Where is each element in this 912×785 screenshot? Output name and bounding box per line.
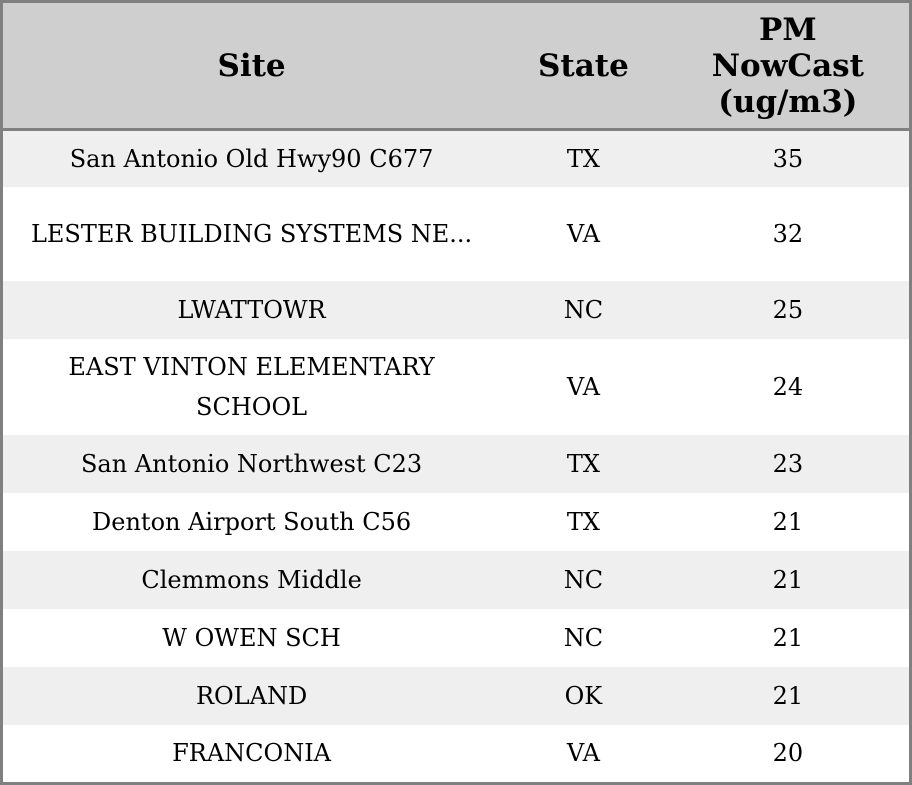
cell-pm: 35: [666, 129, 911, 187]
cell-state: NC: [500, 281, 667, 339]
cell-site: Denton Airport South C56: [1, 493, 501, 551]
cell-state: TX: [500, 129, 667, 187]
cell-state: VA: [500, 725, 667, 783]
cell-site: FRANCONIA: [1, 725, 501, 783]
header-pm-line: (ug/m3): [718, 83, 858, 120]
cell-site: ROLAND: [1, 667, 501, 725]
table-row: Denton Airport South C56 TX 21: [1, 493, 911, 551]
cell-state: VA: [500, 339, 667, 435]
cell-pm: 32: [666, 187, 911, 281]
header-pm-line: NowCast: [711, 47, 864, 84]
table-row: EAST VINTON ELEMENTARY SCHOOL VA 24: [1, 339, 911, 435]
table-row: W OWEN SCH NC 21: [1, 609, 911, 667]
table-row: Clemmons Middle NC 21: [1, 551, 911, 609]
table-row: ROLAND OK 21: [1, 667, 911, 725]
cell-pm: 24: [666, 339, 911, 435]
cell-site: W OWEN SCH: [1, 609, 501, 667]
cell-site: San Antonio Old Hwy90 C677: [1, 129, 501, 187]
cell-pm: 23: [666, 435, 911, 493]
cell-state: NC: [500, 551, 667, 609]
header-pm-nowcast: PM NowCast (ug/m3): [666, 1, 911, 131]
header-pm-line: PM: [759, 11, 817, 48]
table-row: FRANCONIA VA 20: [1, 725, 911, 783]
header-state: State: [500, 1, 667, 131]
header-row: Site State PM NowCast (ug/m3): [1, 1, 911, 131]
cell-pm: 20: [666, 725, 911, 783]
table-row: LWATTOWR NC 25: [1, 281, 911, 339]
table-row: San Antonio Northwest C23 TX 23: [1, 435, 911, 493]
header-site: Site: [1, 1, 501, 131]
cell-state: VA: [500, 187, 667, 281]
cell-site: San Antonio Northwest C23: [1, 435, 501, 493]
table-row: San Antonio Old Hwy90 C677 TX 35: [1, 129, 911, 187]
cell-site: LESTER BUILDING SYSTEMS NE...: [1, 187, 501, 281]
cell-pm: 21: [666, 609, 911, 667]
cell-site: Clemmons Middle: [1, 551, 501, 609]
cell-site: LWATTOWR: [1, 281, 501, 339]
cell-pm: 21: [666, 493, 911, 551]
cell-state: TX: [500, 493, 667, 551]
cell-state: NC: [500, 609, 667, 667]
cell-state: OK: [500, 667, 667, 725]
cell-pm: 25: [666, 281, 911, 339]
cell-site: EAST VINTON ELEMENTARY SCHOOL: [1, 339, 501, 435]
cell-state: TX: [500, 435, 667, 493]
cell-pm: 21: [666, 667, 911, 725]
cell-pm: 21: [666, 551, 911, 609]
table-row: LESTER BUILDING SYSTEMS NE... VA 32: [1, 187, 911, 281]
